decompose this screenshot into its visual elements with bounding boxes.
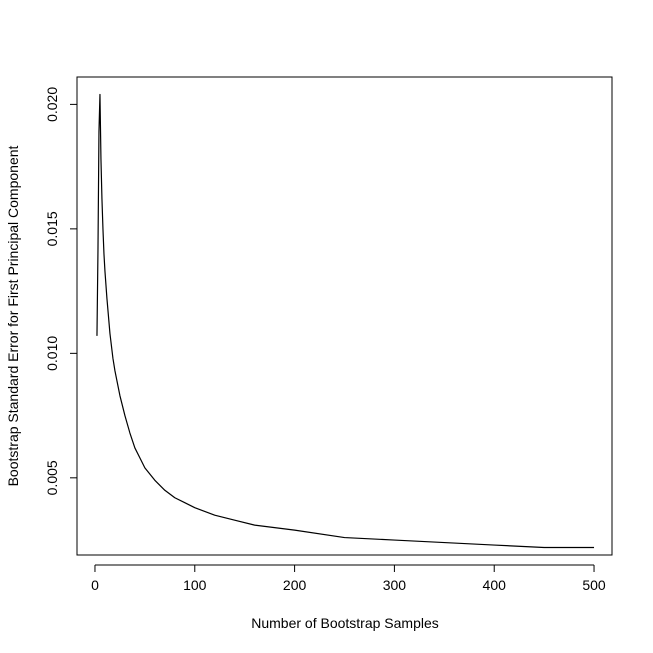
x-tick-label: 500 — [582, 577, 606, 593]
y-tick-label: 0.005 — [44, 460, 60, 495]
x-tick-label: 300 — [383, 577, 407, 593]
x-tick-label: 200 — [283, 577, 307, 593]
x-tick-label: 0 — [91, 577, 99, 593]
series-line-1 — [96, 93, 595, 549]
y-tick-label: 0.010 — [44, 336, 60, 371]
x-tick-label: 100 — [183, 577, 207, 593]
y-tick-label: 0.015 — [44, 211, 60, 246]
x-axis-title: Number of Bootstrap Samples — [251, 615, 439, 631]
y-tick-label: 0.020 — [44, 87, 60, 122]
y-axis-title: Bootstrap Standard Error for First Princ… — [5, 145, 21, 486]
x-tick-label: 400 — [483, 577, 507, 593]
